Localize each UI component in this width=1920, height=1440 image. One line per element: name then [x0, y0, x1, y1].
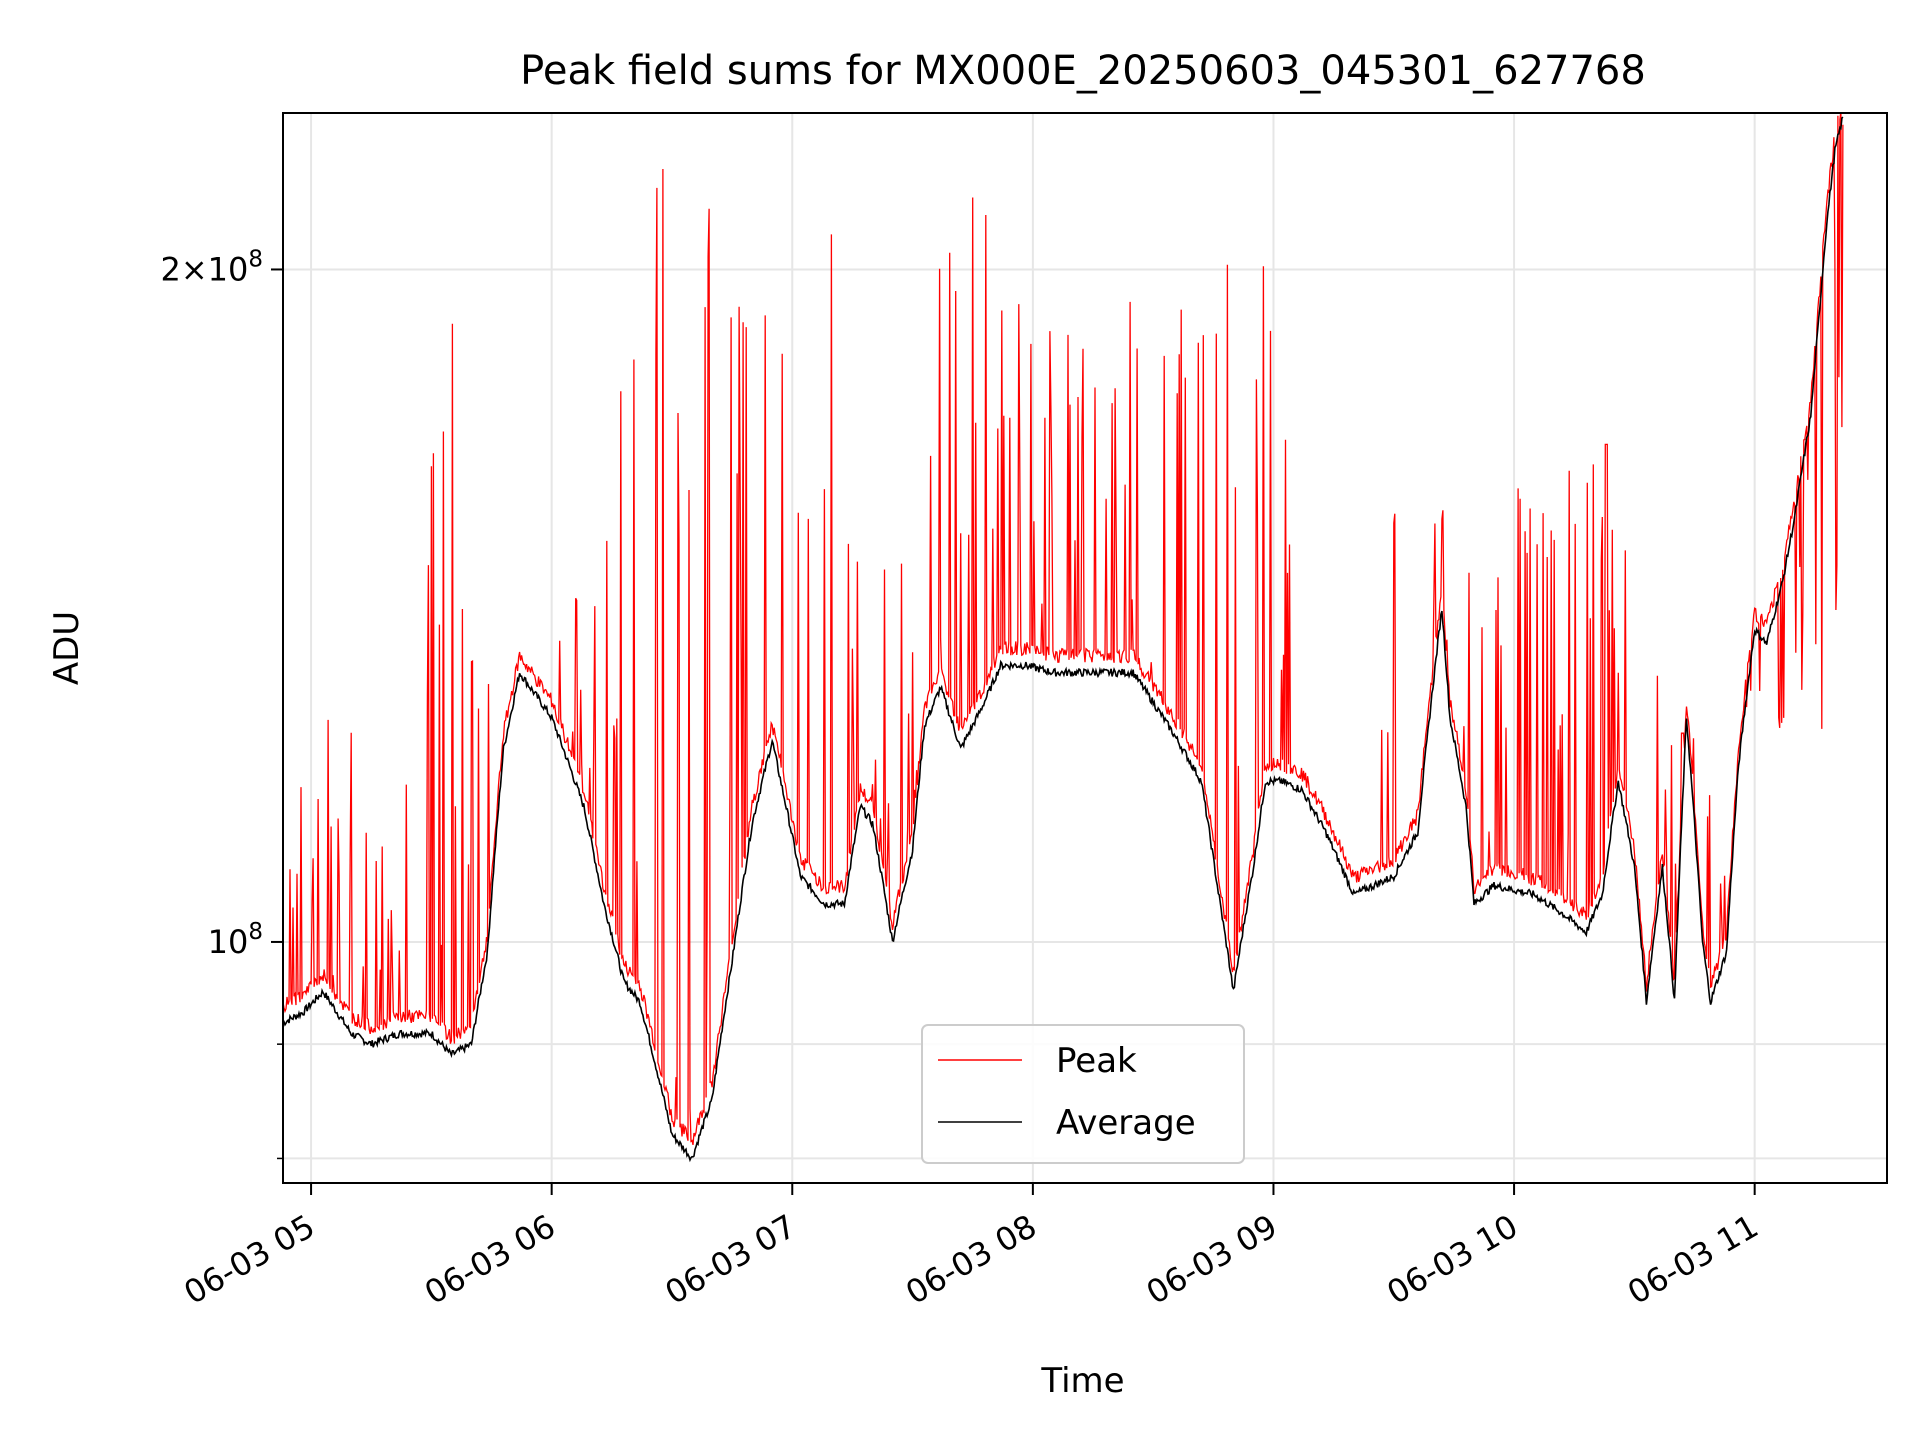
legend-label-average: Average	[1056, 1103, 1196, 1143]
grid	[283, 113, 1887, 1183]
series-line-peak	[283, 113, 1844, 1146]
legend: Peak Average	[921, 1024, 1245, 1164]
x-axis-label: Time	[1040, 1361, 1124, 1401]
y-tick-label: 2×108	[160, 246, 263, 288]
y-axis-label: ADU	[47, 611, 87, 685]
plot-frame	[282, 112, 1888, 1184]
plot-area	[283, 113, 1844, 1163]
y-tick-label: 108	[208, 919, 263, 961]
chart-title: Peak field sums for MX000E_20250603_0453…	[520, 48, 1646, 94]
legend-label-peak: Peak	[1056, 1041, 1137, 1081]
y-axis-ticks: 108 2×108	[160, 246, 283, 1160]
series-line-average	[283, 116, 1844, 1163]
